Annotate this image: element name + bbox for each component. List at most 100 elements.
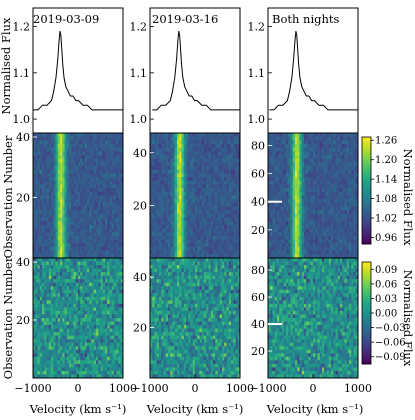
heatmap-cell xyxy=(71,221,74,226)
heatmap-cell xyxy=(215,133,218,138)
heatmap-cell xyxy=(208,282,212,287)
heatmap-cell xyxy=(71,162,74,167)
heatmap-cell xyxy=(156,265,160,269)
heatmap-cell xyxy=(80,202,83,207)
heatmap-cell xyxy=(105,254,108,259)
heatmap-cell xyxy=(120,243,124,248)
heatmap-cell xyxy=(64,144,68,149)
heatmap-cell xyxy=(69,300,72,305)
heatmap-cell xyxy=(154,275,158,280)
heatmap-cell xyxy=(75,239,79,244)
heatmap-cell xyxy=(217,232,221,237)
heatmap-cell xyxy=(168,310,171,315)
heatmap-cell xyxy=(150,191,153,196)
heatmap-cell xyxy=(98,177,101,182)
heatmap-cell xyxy=(159,282,162,287)
heatmap-cell xyxy=(210,268,214,273)
heatmap-cell xyxy=(42,173,45,178)
heatmap-cell xyxy=(91,268,95,273)
heatmap-cell xyxy=(96,210,99,215)
heatmap-cell xyxy=(118,188,122,193)
heatmap-cell xyxy=(48,136,52,141)
heatmap-cell xyxy=(107,246,110,252)
heatmap-cell xyxy=(154,250,158,255)
heatmap-cell xyxy=(96,360,99,365)
heatmap-cell xyxy=(44,310,47,315)
heatmap-cell xyxy=(87,210,90,215)
heatmap-cell xyxy=(102,272,106,277)
heatmap-cell xyxy=(237,147,241,152)
heatmap-cell xyxy=(105,180,108,185)
heatmap-cell xyxy=(201,235,205,241)
heatmap-cell xyxy=(219,279,223,284)
heatmap-cell xyxy=(114,275,117,280)
heatmap-cell xyxy=(109,202,113,207)
heatmap-cell xyxy=(93,279,97,284)
heatmap-cell xyxy=(71,279,74,284)
heatmap-cell xyxy=(53,188,56,193)
heatmap-cell xyxy=(73,286,77,291)
heatmap-cell xyxy=(48,300,52,305)
heatmap-cell xyxy=(213,184,216,189)
heatmap-cell xyxy=(100,360,104,365)
heatmap-cell xyxy=(71,335,74,340)
heatmap-cell xyxy=(188,314,191,319)
heatmap-cell xyxy=(89,318,92,322)
heatmap-cell xyxy=(219,314,223,319)
heatmap-cell xyxy=(102,199,106,204)
heatmap-cell xyxy=(201,254,205,259)
heatmap-cell xyxy=(82,265,86,269)
heatmap-cell xyxy=(62,303,65,308)
heatmap-cell xyxy=(55,254,59,259)
heatmap-cell xyxy=(154,307,158,312)
heatmap-cell xyxy=(168,261,171,266)
heatmap-cell xyxy=(105,184,108,189)
heatmap-cell xyxy=(39,339,43,344)
heatmap-cell xyxy=(208,307,212,312)
heatmap-cell xyxy=(168,279,171,284)
heatmap-cell xyxy=(183,300,187,305)
heatmap-cell xyxy=(100,349,104,354)
heatmap-cell xyxy=(66,133,70,138)
heatmap-cell xyxy=(93,169,97,174)
heatmap-cell xyxy=(222,169,225,174)
heatmap-cell xyxy=(51,258,54,262)
heatmap-cell xyxy=(215,173,218,178)
heatmap-cell xyxy=(118,279,122,284)
heatmap-cell xyxy=(39,296,43,301)
heatmap-cell xyxy=(208,261,212,266)
heatmap-cell xyxy=(226,228,230,233)
heatmap-cell xyxy=(71,184,74,189)
heatmap-cell xyxy=(98,158,101,163)
heatmap-cell xyxy=(204,282,207,287)
heatmap-cell xyxy=(42,155,45,160)
heatmap-cell xyxy=(44,133,47,138)
heatmap-cell xyxy=(69,224,72,229)
heatmap-cell xyxy=(57,202,61,207)
heatmap-cell xyxy=(201,202,205,207)
heatmap-cell xyxy=(195,199,198,204)
heatmap-cell xyxy=(91,206,95,211)
heatmap-cell xyxy=(204,173,207,178)
heatmap-cell xyxy=(235,188,239,193)
heatmap-cell xyxy=(228,328,232,333)
heatmap-cell xyxy=(208,140,212,145)
heatmap-cell xyxy=(53,162,56,167)
heatmap-cell xyxy=(118,133,122,138)
heatmap-cell xyxy=(204,289,207,294)
heatmap-cell xyxy=(57,374,61,379)
heatmap-cell xyxy=(66,210,70,215)
heatmap-cell xyxy=(120,275,124,280)
heatmap-cell xyxy=(35,206,38,211)
heatmap-cell xyxy=(69,275,72,280)
heatmap-cell xyxy=(73,367,77,372)
heatmap-cell xyxy=(159,213,162,218)
heatmap-cell xyxy=(37,199,41,204)
heatmap-cell xyxy=(100,243,104,248)
heatmap-cell xyxy=(210,173,214,178)
heatmap-cell xyxy=(152,318,155,322)
heatmap-cell xyxy=(206,303,209,308)
heatmap-cell xyxy=(116,144,119,149)
heatmap-cell xyxy=(89,158,92,163)
heatmap-cell xyxy=(154,303,158,308)
